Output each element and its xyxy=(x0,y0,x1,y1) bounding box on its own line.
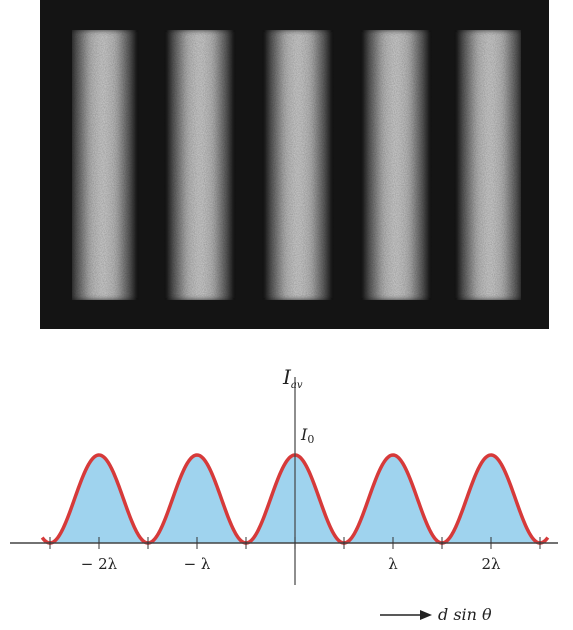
bright-fringe xyxy=(169,30,231,300)
bright-fringe xyxy=(459,30,521,300)
x-direction-arrow xyxy=(380,610,432,620)
peak-label: I0 xyxy=(300,425,314,446)
intensity-plot: − 2λ − λ λ 2λ Iav I0 d sin θ xyxy=(10,365,558,624)
interference-fringe-photo xyxy=(40,0,549,329)
bright-fringe xyxy=(267,30,329,300)
x-tick-label: λ xyxy=(388,555,398,573)
bright-fringe xyxy=(365,30,427,300)
y-axis-label: Iav xyxy=(282,365,303,391)
x-tick-label: − λ xyxy=(184,555,211,573)
bright-fringe xyxy=(72,30,134,300)
arrow-label: d sin θ xyxy=(438,605,492,624)
x-tick-label: − 2λ xyxy=(81,555,118,573)
x-tick-label: 2λ xyxy=(481,555,501,573)
